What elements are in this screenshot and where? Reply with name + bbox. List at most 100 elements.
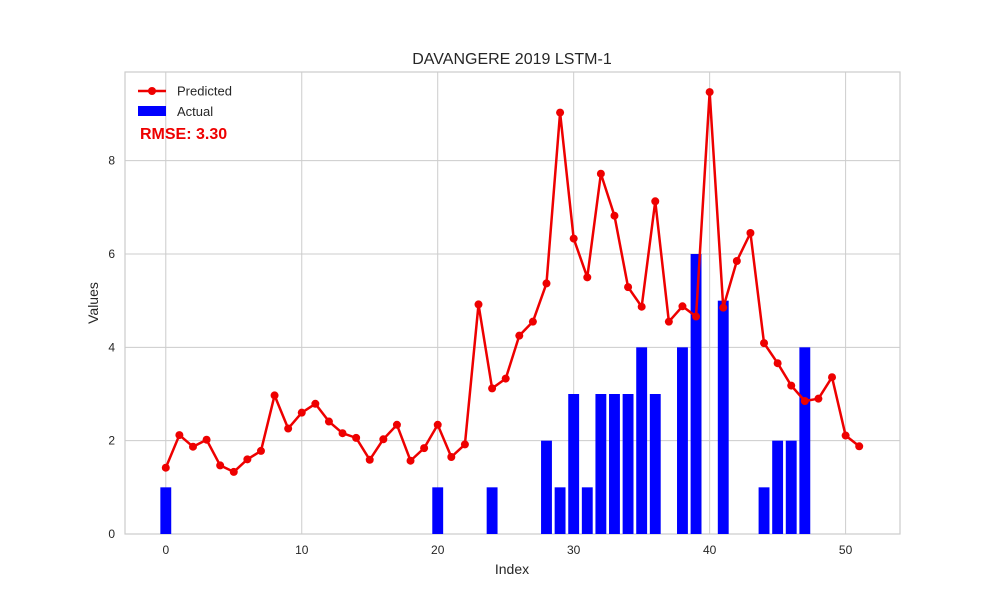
legend-actual-label: Actual: [177, 104, 213, 119]
predicted-point: [528, 317, 537, 326]
legend-predicted-label: Predicted: [177, 84, 232, 99]
predicted-point: [542, 279, 551, 288]
bar: [568, 394, 580, 534]
predicted-point: [501, 374, 510, 383]
plot-border: [124, 71, 901, 535]
predicted-point: [447, 453, 456, 461]
y-tick-label: 0: [108, 527, 115, 541]
predicted-point: [760, 339, 769, 348]
predicted-point: [773, 359, 782, 368]
chart-title: DAVANGERE 2019 LSTM-1: [412, 51, 612, 68]
predicted-point: [569, 234, 578, 243]
predicted-point: [229, 467, 238, 476]
ticks: 0 10 20 30 40 50 0 2 4 6 8: [108, 154, 852, 557]
x-tick-label: 50: [839, 543, 853, 557]
bar: [622, 394, 634, 534]
y-axis-label: Values: [85, 282, 101, 324]
line-series: [161, 88, 864, 476]
predicted-point: [800, 397, 809, 405]
bar: [717, 300, 729, 534]
x-tick-label: 30: [567, 543, 581, 557]
predicted-point: [256, 446, 265, 455]
predicted-point: [379, 435, 388, 444]
bar: [677, 347, 688, 534]
predicted-point: [651, 197, 660, 206]
predicted-point: [474, 300, 483, 309]
x-tick-label: 10: [295, 543, 309, 557]
predicted-point: [324, 417, 333, 426]
x-tick-label: 40: [703, 543, 717, 557]
predicted-point: [556, 108, 565, 117]
bar-series: [160, 254, 811, 534]
predicted-point: [841, 431, 850, 440]
bar: [772, 440, 784, 534]
plot-background: [125, 72, 900, 534]
bar: [595, 394, 607, 534]
predicted-point: [732, 257, 741, 265]
predicted-point: [692, 312, 701, 321]
rmse-annotation: RMSE: 3.30: [140, 126, 227, 143]
predicted-point: [814, 394, 823, 403]
y-tick-label: 4: [108, 340, 115, 354]
predicted-point: [270, 391, 279, 400]
legend-actual-swatch: [138, 106, 166, 116]
predicted-point: [664, 317, 673, 326]
x-axis-label: Index: [495, 561, 529, 577]
predicted-point: [420, 444, 429, 453]
predicted-point: [624, 283, 633, 292]
legend-predicted-marker: [148, 87, 156, 95]
predicted-point: [284, 424, 293, 433]
predicted-point: [719, 303, 728, 312]
predicted-point: [460, 440, 469, 449]
predicted-point: [828, 373, 837, 382]
bar: [636, 347, 648, 534]
predicted-point: [583, 273, 592, 282]
bar: [649, 394, 661, 534]
predicted-point: [202, 435, 211, 444]
predicted-point: [311, 399, 320, 408]
predicted-point: [243, 455, 252, 464]
predicted-point: [678, 302, 687, 311]
predicted-point: [406, 456, 415, 465]
bar: [160, 487, 172, 534]
x-tick-label: 20: [431, 543, 445, 557]
predicted-point: [488, 384, 497, 393]
y-tick-label: 6: [108, 247, 115, 261]
predicted-point: [433, 420, 442, 429]
bar: [799, 347, 811, 534]
predicted-point: [188, 442, 197, 451]
bar: [486, 487, 498, 534]
y-tick-label: 2: [108, 434, 115, 448]
predicted-point: [746, 229, 755, 237]
predicted-line: [164, 90, 860, 474]
predicted-point: [610, 211, 619, 220]
bar: [581, 487, 593, 534]
y-tick-label: 8: [108, 154, 115, 168]
predicted-point: [787, 381, 796, 390]
predicted-point: [515, 331, 524, 340]
predicted-point: [175, 431, 184, 440]
predicted-point: [392, 420, 401, 429]
x-tick-label: 0: [162, 543, 169, 557]
plot-area: [125, 72, 900, 534]
bar: [758, 487, 770, 534]
predicted-point: [705, 88, 714, 97]
predicted-point: [596, 169, 605, 178]
bar: [609, 394, 620, 534]
bar: [541, 440, 552, 534]
predicted-point: [365, 455, 374, 464]
predicted-point: [855, 442, 864, 451]
bar: [785, 440, 797, 534]
predicted-point: [161, 463, 170, 472]
predicted-point: [297, 408, 306, 417]
grid: [124, 71, 901, 535]
bar: [554, 487, 566, 534]
bar: [432, 487, 444, 534]
predicted-point: [352, 433, 361, 442]
predicted-point: [637, 302, 646, 311]
bar: [690, 254, 702, 534]
predicted-point: [216, 461, 225, 470]
legend: Predicted Actual: [138, 84, 232, 119]
predicted-point: [338, 429, 347, 438]
